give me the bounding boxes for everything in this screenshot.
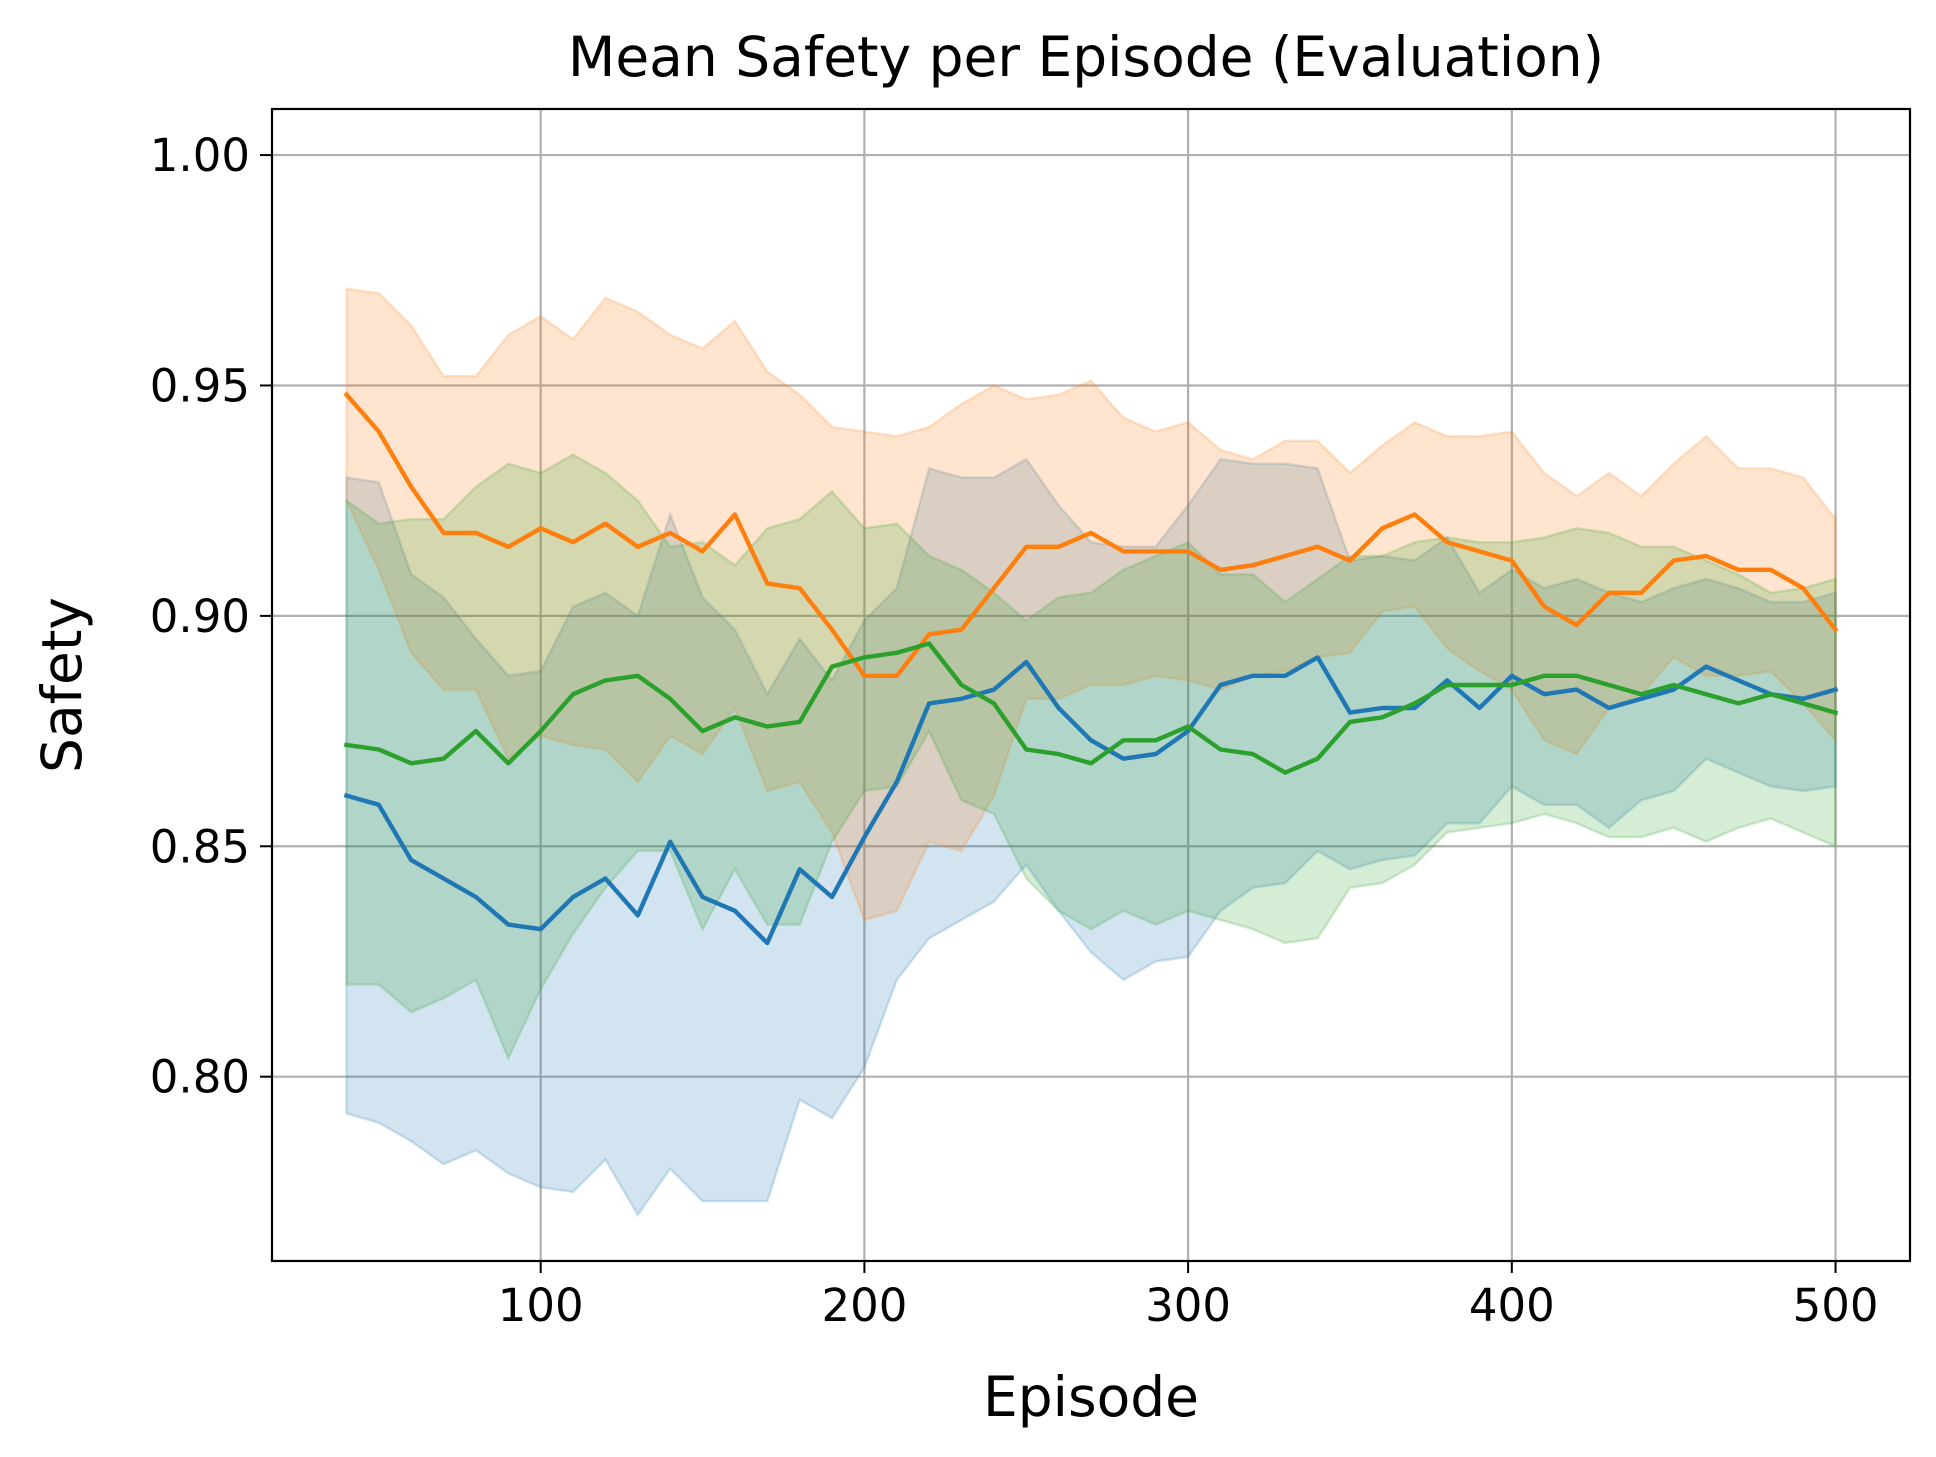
y-tick-label: 0.90 [150, 590, 250, 643]
x-tick-label: 400 [1469, 1279, 1555, 1332]
y-tick-label: 0.85 [150, 820, 250, 873]
blue-confidence-band [345, 457, 1837, 1218]
chart-title: Mean Safety per Episode (Evaluation) [568, 25, 1604, 89]
x-tick-label: 500 [1793, 1279, 1879, 1332]
y-tick-label: 1.00 [150, 129, 250, 182]
blue-series-line [343, 655, 1839, 946]
axis-ticks: 100 200 300 400 500 0.80 0.85 0.90 0.95 1.00 [150, 129, 1879, 1332]
x-tick-label: 100 [498, 1279, 584, 1332]
series-lines [343, 391, 1839, 946]
green-series-line [344, 641, 1839, 775]
y-tick-label: 0.80 [150, 1051, 250, 1104]
y-tick-label: 0.95 [150, 359, 250, 412]
green-confidence-band [345, 453, 1837, 1062]
x-tick-label: 200 [821, 1279, 907, 1332]
orange-series-line [343, 391, 1839, 678]
plot-frame [270, 107, 1912, 1263]
x-tick-label: 300 [1145, 1279, 1231, 1332]
confidence-bands [345, 287, 1837, 1218]
y-axis-title: Safety [30, 597, 94, 773]
orange-confidence-band [345, 287, 1837, 922]
grid [272, 109, 1910, 1261]
x-axis-title: Episode [983, 1365, 1199, 1429]
